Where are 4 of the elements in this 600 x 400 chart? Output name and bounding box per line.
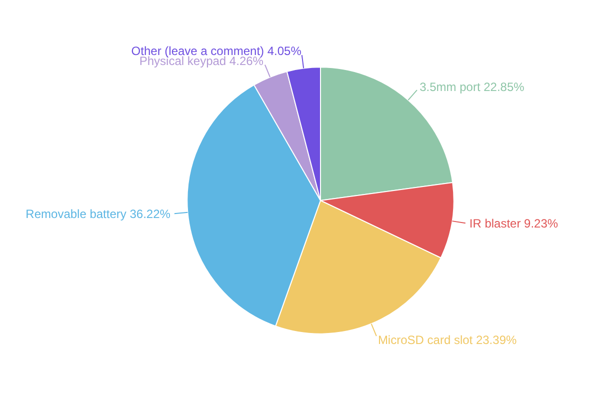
slice-label: Removable battery 36.22% bbox=[26, 206, 171, 221]
slice-label: MicroSD card slot 23.39% bbox=[378, 332, 517, 347]
slice-label: 3.5mm port 22.85% bbox=[420, 80, 525, 94]
slice-label: IR blaster 9.23% bbox=[469, 216, 558, 231]
